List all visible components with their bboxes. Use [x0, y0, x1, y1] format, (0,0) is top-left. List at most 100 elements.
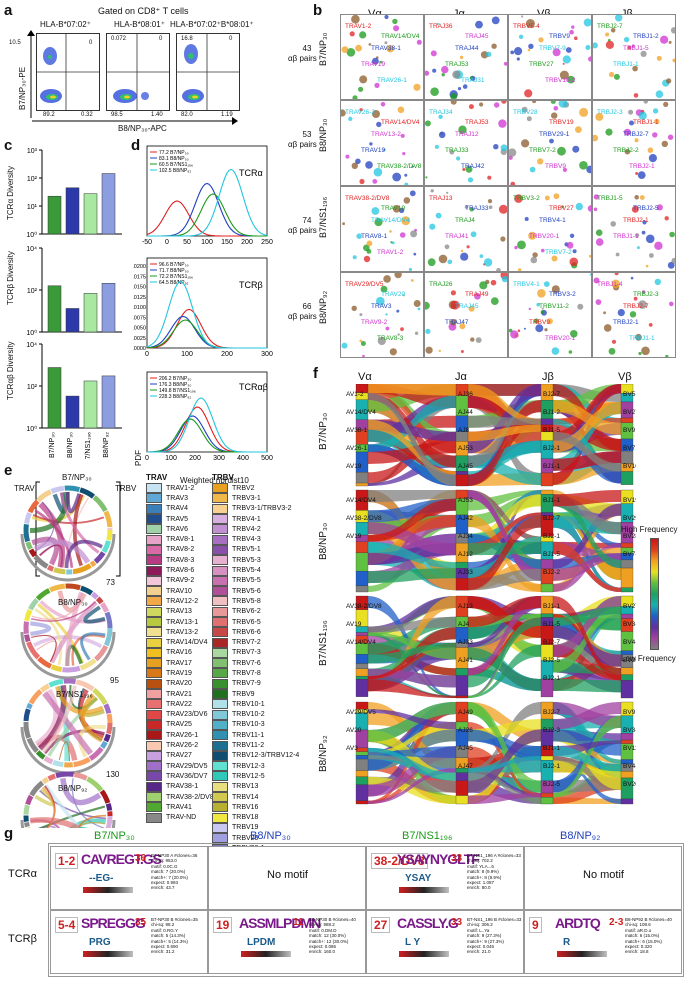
b-dot — [558, 99, 568, 108]
b-dot — [385, 313, 388, 316]
f-stratum — [540, 792, 554, 798]
b-dot — [450, 318, 457, 326]
flow-3-ul: 16.8 — [181, 36, 193, 42]
b-dot — [425, 346, 433, 354]
e-chord-title-1: B8/NP₃₀ — [58, 598, 88, 607]
b-gene-label: TRBJ2-1 — [623, 217, 649, 224]
trav-legend-swatch — [146, 771, 162, 782]
f-flow — [368, 616, 456, 633]
f-flow — [553, 431, 621, 472]
panel-label-c: c — [4, 137, 13, 154]
f-flow — [368, 395, 456, 452]
b-dot — [627, 45, 632, 50]
b-dot — [483, 258, 493, 267]
e-chord-ribbon — [63, 497, 89, 568]
trbv-legend-label: TRBV19 — [232, 824, 259, 832]
trav-legend-item: TRAV20 — [146, 678, 212, 689]
b-dot — [507, 148, 517, 157]
f-stratum-label: AV20 — [346, 727, 362, 734]
b-dot — [614, 271, 619, 276]
b-dot — [400, 133, 405, 138]
b-dot — [490, 279, 497, 286]
b-dot — [470, 337, 475, 342]
b-dot — [669, 301, 674, 307]
trbv-legend-label: TRBV2 — [232, 484, 255, 492]
flow-plot-1: 10.5 0 89.2 0.32 — [9, 33, 100, 118]
b-dot — [345, 154, 350, 159]
d-density-line — [147, 406, 267, 453]
b-cell-2-0: TRAV38-2/DV8 TRAV19 TRAV14/DV4 TRAV8-1 TRAV1… — [340, 186, 424, 272]
c-tick-label: 10⁰ — [26, 231, 37, 239]
b-dot — [642, 220, 647, 225]
f-stratum — [620, 471, 634, 485]
b-dot — [629, 120, 634, 126]
f-stratum-label: BV11-2 — [623, 745, 636, 752]
f-stratum — [540, 559, 554, 570]
b-dot — [341, 46, 349, 53]
b-dot — [524, 217, 529, 221]
b-dot — [615, 14, 623, 22]
b-gene-label: TRAV3 — [371, 303, 392, 310]
b-dot — [380, 285, 388, 293]
trav-legend-swatch — [146, 647, 162, 658]
trbv-legend-label: TRBV6-2 — [232, 608, 261, 616]
d-xtick-label: 150 — [221, 239, 233, 246]
trav-legend-label: TRAV20 — [166, 680, 192, 688]
d-legend-label: 228.3 B8/NP₉₂ — [159, 394, 191, 400]
panel-a-x-arrow — [32, 117, 238, 125]
b-dot — [557, 146, 566, 156]
f-row-0: B7/NP₃₀ — [318, 412, 329, 450]
trav-legend-swatch — [146, 586, 162, 597]
b-dot — [553, 106, 559, 111]
b-dot — [450, 98, 457, 105]
b-dot — [670, 27, 678, 34]
trbv-legend-swatch — [212, 647, 228, 658]
trbv-legend-item: TRBV7-6 — [212, 658, 307, 669]
b-dot — [452, 70, 461, 79]
d-legend-label: 96.6 B7/NP₃₀ — [159, 262, 189, 268]
f-stratum — [540, 755, 554, 761]
b-dot — [416, 39, 422, 45]
f-flow — [553, 678, 621, 693]
c-bar — [101, 375, 116, 429]
e-chord-arc — [24, 634, 31, 643]
f-alluvial: AV1-2 AV14/DV4 AV38-1 AV26-1 AV19 AJ36 AJ44 AJ8… — [346, 384, 636, 805]
b-cell-1-0: TRAV26-2 TRAV14/DV4 TRAV13-2 TRAV19 TRAV38-2… — [338, 100, 424, 187]
b-dot — [593, 277, 600, 284]
b-gene-label: TRBJ2-3 — [633, 291, 659, 298]
trav-legend-item: TRAV3 — [146, 493, 212, 504]
e-chord-count-2: 130 — [106, 770, 120, 779]
trav-legend-swatch — [146, 689, 162, 700]
trbv-legend-label: TRBV14 — [232, 793, 259, 801]
b-dot — [342, 222, 345, 226]
trav-legend-label: TRAV13 — [166, 608, 192, 616]
e-chord-arc — [65, 583, 81, 591]
g-motif-cell-0-0: 1-2 CAVREGT.GS --EG- 36 B7-NP30 A #clones=36… — [50, 846, 208, 910]
f-stratum-label: AV19 — [346, 533, 362, 540]
trbv-legend-item: TRBV2 — [212, 483, 307, 494]
e-chord-arc — [26, 737, 39, 753]
trav-legend-label: TRAV14/DV4 — [166, 639, 208, 647]
e-chord-arc — [104, 611, 113, 629]
e-chord-arc — [53, 567, 66, 575]
g-motif-info-line: enrich: 31.2 — [151, 949, 175, 955]
f-stratum — [620, 680, 634, 699]
f-flow — [553, 451, 621, 471]
b-dot — [460, 350, 464, 353]
g-motif-info-line: chi-sq: 988.2 — [309, 922, 335, 928]
f-stratum-label: BV4-1 — [623, 639, 636, 646]
f-stratum — [355, 472, 369, 484]
trav-legend-item: TRAV8-3 — [146, 555, 212, 566]
trav-legend-item: TRAV8-1 — [146, 534, 212, 545]
e-chord-arc — [35, 588, 51, 601]
f-high-label: High Frequency — [621, 525, 678, 534]
f-stratum — [355, 800, 369, 805]
e-chord-diagrams — [20, 485, 116, 828]
b-dot — [631, 44, 635, 48]
b-scatter-2-1 — [427, 189, 508, 273]
e-chord-ribbon — [37, 684, 67, 751]
g-motif-info: B7-NP30 B #clones=35 chi-sq: 98.2 motif: 0… — [151, 917, 198, 955]
b-dot — [392, 172, 402, 182]
f-flow — [368, 747, 456, 781]
